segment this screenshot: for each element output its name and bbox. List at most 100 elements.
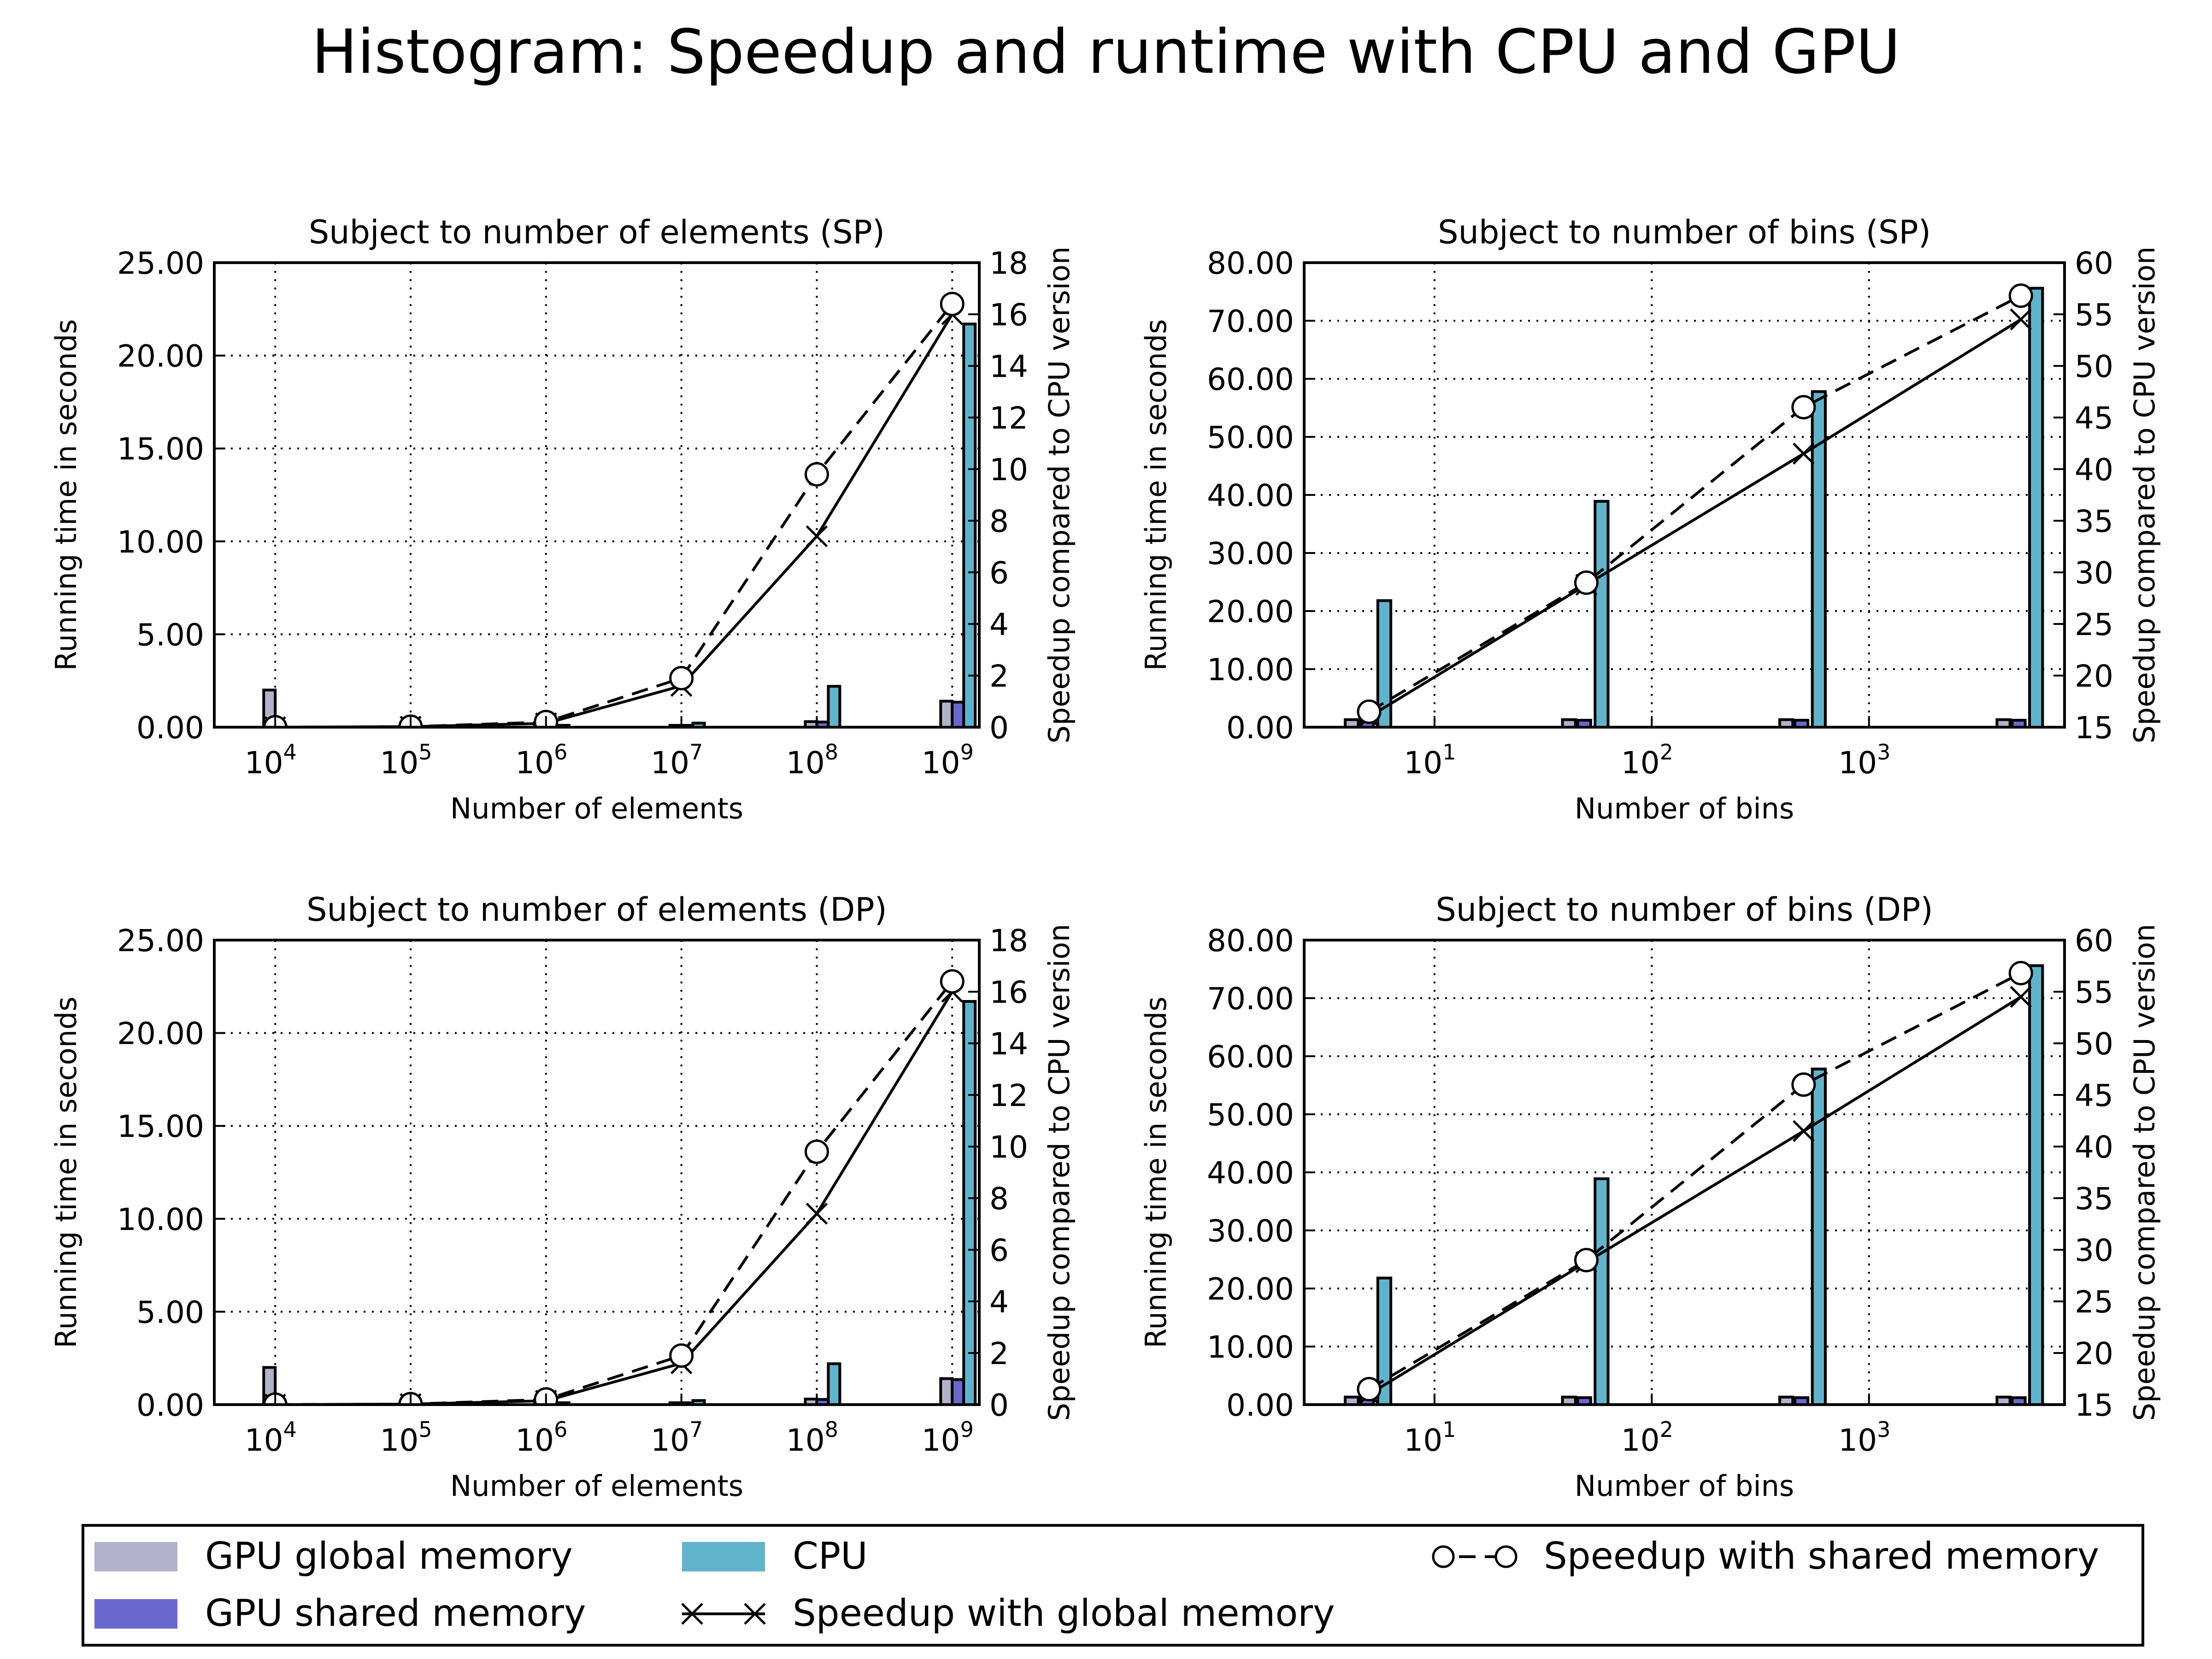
x-tick-base: 10 (1621, 1423, 1660, 1458)
x-tick-label: 106 (515, 740, 567, 781)
x-tick-exponent: 8 (825, 1417, 838, 1442)
marker-circle (1791, 395, 1816, 420)
speedup-lines (263, 292, 965, 727)
chart-panel-2: 0.00 10.00 20.00 30.00 40.00 50.00 60.00 70.00 8… (1139, 213, 2161, 825)
y2-tick-label: 20 (2075, 659, 2113, 694)
x-tick-label: 102 (1621, 1417, 1673, 1458)
y2-tick-label: 14 (989, 349, 1028, 384)
y2-tick-label: 6 (989, 555, 1009, 591)
marker-circle (2008, 283, 2033, 308)
y2-axis-label: Speedup compared to CPU version (2128, 247, 2161, 744)
x-tick-exponent: 5 (418, 1417, 432, 1442)
x-tick-label: 101 (1404, 740, 1456, 781)
x-tick-base: 10 (515, 745, 554, 781)
y-tick-label: 50.00 (1207, 420, 1294, 455)
line-speedup-with-global-memory (1368, 995, 2022, 1396)
y2-tick-label: 8 (989, 1181, 1009, 1217)
x-axis-label: Number of bins (1575, 792, 1794, 825)
plot-frame (213, 261, 981, 729)
legend-item: Speedup with global memory (681, 1592, 1335, 1635)
y-tick-label: 0.00 (136, 710, 204, 746)
marker-x (2010, 986, 2032, 1008)
marker-x (806, 1202, 828, 1225)
chart-panel-3: 0.005.0010.0015.0020.0025.00024681012141… (49, 891, 1076, 1503)
bars (262, 323, 977, 727)
y-axis-label: Running time in seconds (1139, 996, 1173, 1348)
x-tick-label: 101 (1404, 1417, 1456, 1458)
bar-cpu (1594, 1177, 1610, 1405)
bar-gpu-shared-memory (951, 1378, 965, 1405)
x-tick-label: 103 (1838, 1417, 1890, 1458)
x-axis-label: Number of elements (450, 792, 743, 825)
bar-cpu (827, 685, 841, 727)
x-tick-label: 105 (380, 740, 432, 781)
bar-gpu-global-memory (1344, 1395, 1360, 1405)
marker-x (2010, 308, 2032, 330)
speedup-lines (263, 969, 965, 1405)
marker-circle (1357, 1377, 1382, 1401)
line-speedup-with-shared-memory (275, 980, 953, 1405)
x-tick-exponent: 8 (825, 740, 838, 765)
bars (262, 1000, 977, 1405)
x-tick-exponent: 1 (1442, 1417, 1456, 1442)
y2-tick-label: 2 (989, 1336, 1009, 1371)
y2-tick-label: 55 (2075, 975, 2113, 1010)
x-tick-exponent: 4 (283, 740, 297, 765)
speedup-lines (1357, 961, 2033, 1405)
x-tick-label: 105 (380, 1417, 432, 1458)
y2-tick-label: 25 (2075, 1284, 2113, 1320)
x-tick-base: 10 (651, 1423, 689, 1458)
panel-title: Subject to number of elements (DP) (306, 891, 887, 929)
y2-tick-label: 60 (2075, 246, 2113, 281)
x-tick-label: 104 (245, 740, 297, 781)
x-tick-base: 10 (786, 1423, 825, 1458)
x-tick-label: 108 (786, 740, 838, 781)
grid (1304, 940, 2065, 1405)
legend-swatch (94, 1542, 177, 1571)
y2-tick-label: 12 (989, 1078, 1028, 1113)
y2-tick-label: 18 (989, 923, 1028, 959)
bar-gpu-shared-memory (1576, 718, 1592, 727)
y-tick-label: 40.00 (1207, 478, 1294, 513)
chart-panel-1: 0.005.0010.0015.0020.0025.00024681012141… (49, 213, 1076, 825)
y2-tick-label: 10 (989, 452, 1028, 488)
marker-circle (940, 292, 965, 317)
x-tick-base: 10 (1404, 1423, 1442, 1458)
y-tick-label: 15.00 (117, 431, 204, 467)
y2-tick-label: 30 (2075, 1233, 2113, 1268)
y2-tick-label: 45 (2075, 400, 2113, 436)
legend-label: GPU global memory (205, 1535, 573, 1577)
y2-tick-label: 14 (989, 1026, 1028, 1062)
chart-panel-4: 0.00 10.00 20.00 30.00 40.00 50.00 60.00 70.00 8… (1139, 891, 2161, 1503)
y-tick-label: 80.00 (1207, 923, 1294, 959)
x-tick-exponent: 3 (1877, 1417, 1890, 1442)
legend: GPU global memory GPU shared memory CPU Spe… (82, 1524, 2144, 1647)
x-tick-base: 10 (380, 745, 418, 781)
y-axis-label: Running time in seconds (49, 996, 83, 1348)
x-tick-exponent: 3 (1877, 740, 1890, 765)
plot-frame (213, 939, 981, 1406)
x-tick-label: 109 (922, 1417, 974, 1458)
grid (1304, 263, 2065, 727)
bar-gpu-shared-memory (951, 700, 965, 727)
legend-item: CPU (682, 1535, 868, 1577)
y2-tick-label: 18 (989, 246, 1028, 281)
speedup-lines (1357, 283, 2033, 727)
bar-gpu-global-memory (1778, 1395, 1794, 1405)
y2-tick-label: 8 (989, 504, 1009, 539)
x-tick-label: 104 (245, 1417, 297, 1458)
legend-label: GPU shared memory (205, 1592, 586, 1635)
y2-tick-label: 30 (2075, 555, 2113, 591)
legend-swatch (682, 1542, 765, 1571)
y2-tick-label: 45 (2075, 1078, 2113, 1113)
y2-tick-label: 6 (989, 1233, 1009, 1268)
panel-title: Subject to number of bins (SP) (1438, 213, 1931, 251)
y-tick-label: 30.00 (1207, 536, 1294, 571)
x-tick-exponent: 9 (960, 740, 974, 765)
x-tick-exponent: 2 (1660, 740, 1673, 765)
marker-circle (669, 1343, 694, 1368)
bar-gpu-shared-memory (2011, 718, 2027, 727)
x-tick-base: 10 (1838, 745, 1877, 781)
legend-frame (82, 1524, 2144, 1647)
marker-circle (804, 1139, 829, 1164)
